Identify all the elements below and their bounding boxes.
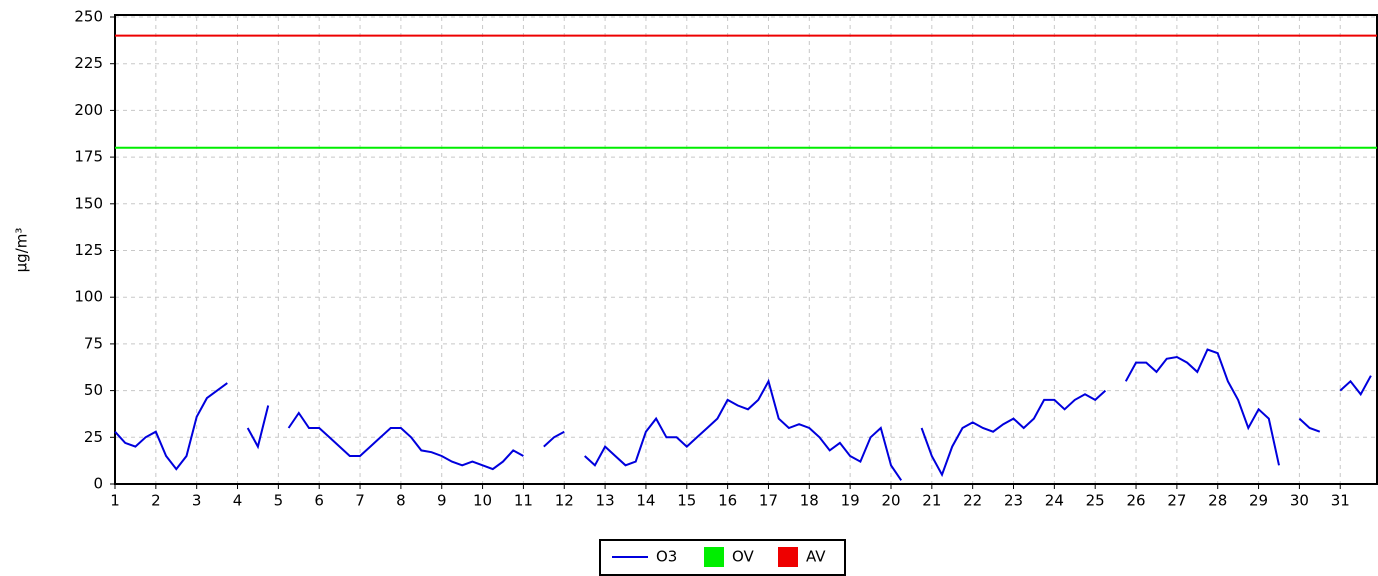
legend-label: AV: [806, 548, 826, 566]
x-tick-label: 3: [192, 492, 202, 510]
x-tick-label: 5: [274, 492, 284, 510]
x-tick-label: 9: [437, 492, 447, 510]
y-tick-label: 225: [74, 54, 103, 72]
x-tick-label: 15: [677, 492, 696, 510]
x-tick-label: 6: [314, 492, 324, 510]
y-tick-label: 150: [74, 194, 103, 212]
y-tick-label: 175: [74, 148, 103, 166]
y-tick-label: 0: [93, 475, 103, 493]
x-tick-label: 20: [881, 492, 900, 510]
legend-label: O3: [656, 548, 677, 566]
x-tick-label: 22: [963, 492, 982, 510]
x-tick-label: 18: [800, 492, 819, 510]
x-tick-label: 12: [555, 492, 574, 510]
x-tick-label: 17: [759, 492, 778, 510]
y-axis-label: µg/m³: [13, 228, 31, 273]
x-tick-label: 26: [1126, 492, 1145, 510]
x-tick-label: 30: [1290, 492, 1309, 510]
y-tick-label: 200: [74, 101, 103, 119]
y-tick-label: 25: [84, 428, 103, 446]
x-tick-label: 23: [1004, 492, 1023, 510]
x-tick-label: 24: [1045, 492, 1064, 510]
x-tick-label: 1: [110, 492, 120, 510]
legend-swatch: [778, 547, 798, 567]
y-tick-label: 100: [74, 288, 103, 306]
x-tick-label: 4: [233, 492, 243, 510]
y-tick-label: 250: [74, 8, 103, 26]
y-tick-label: 75: [84, 334, 103, 352]
x-tick-label: 10: [473, 492, 492, 510]
x-tick-label: 7: [355, 492, 365, 510]
x-tick-label: 2: [151, 492, 161, 510]
x-tick-label: 16: [718, 492, 737, 510]
legend-swatch: [704, 547, 724, 567]
x-tick-label: 21: [922, 492, 941, 510]
legend-label: OV: [732, 548, 755, 566]
y-tick-label: 125: [74, 241, 103, 259]
x-tick-label: 19: [841, 492, 860, 510]
x-tick-label: 11: [514, 492, 533, 510]
x-tick-label: 28: [1208, 492, 1227, 510]
y-tick-label: 50: [84, 381, 103, 399]
plot-frame: [114, 14, 1378, 485]
x-tick-label: 8: [396, 492, 406, 510]
x-tick-label: 27: [1167, 492, 1186, 510]
x-tick-label: 31: [1331, 492, 1350, 510]
data-line: [114, 348, 1372, 481]
x-tick-label: 13: [596, 492, 615, 510]
x-tick-label: 29: [1249, 492, 1268, 510]
x-tick-label: 25: [1086, 492, 1105, 510]
x-tick-label: 14: [636, 492, 655, 510]
